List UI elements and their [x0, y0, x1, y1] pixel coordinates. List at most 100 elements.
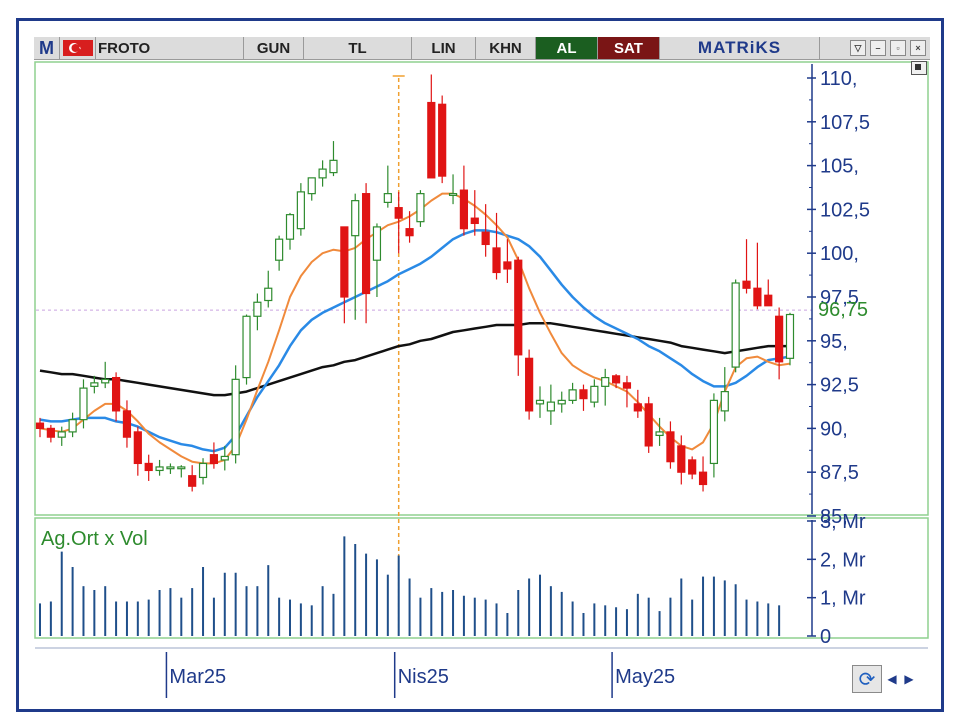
candle	[438, 95, 447, 184]
candle-body	[242, 315, 251, 379]
candle-body	[525, 357, 534, 412]
price-tick-label: 92,5	[820, 375, 859, 397]
dropdown-icon[interactable]: ▽	[850, 40, 866, 56]
candle	[481, 204, 490, 257]
close-icon[interactable]: ×	[910, 40, 926, 56]
candle-body	[568, 389, 577, 401]
volume-tick-label: 2, Mr	[820, 549, 866, 571]
candle	[383, 165, 392, 208]
candle	[579, 384, 588, 411]
candle	[101, 361, 110, 389]
candle	[155, 459, 164, 476]
candle	[296, 183, 305, 236]
price-panel	[34, 61, 929, 516]
candle-body	[742, 280, 751, 289]
candle	[568, 382, 577, 404]
price-axis: 110, 107,5 105, 102,5 100, 97,5 95, 92,5 90, 87,5…	[807, 64, 870, 528]
window-controls: ▽ – ▫ ×	[820, 37, 930, 59]
candle	[742, 239, 751, 294]
candle-body	[785, 313, 795, 359]
candle	[122, 400, 132, 448]
candle	[785, 312, 795, 366]
candle-body	[557, 399, 566, 405]
candle	[622, 375, 632, 408]
candle	[731, 279, 740, 373]
candle-body	[688, 459, 697, 475]
volume-panel	[34, 517, 929, 639]
date-tick-label: Mar25	[169, 666, 226, 688]
price-tick-label: 87,5	[820, 462, 859, 484]
candle-body	[438, 103, 447, 177]
candle	[57, 426, 66, 446]
candle-body	[731, 282, 740, 368]
candle	[775, 307, 784, 380]
candle	[133, 426, 142, 476]
date-tick-label: Nis25	[398, 666, 449, 688]
date-tick-label: May25	[615, 666, 675, 688]
price-tick-label: 95,	[820, 331, 848, 353]
candle	[557, 391, 566, 413]
candle-body	[666, 431, 675, 463]
candle	[253, 293, 262, 331]
candle-body	[622, 382, 632, 389]
candle-body	[427, 101, 436, 179]
candle-body	[296, 191, 305, 230]
candle	[177, 465, 186, 478]
candle	[198, 458, 208, 485]
candle-body	[318, 168, 327, 179]
price-tick-label: 102,5	[820, 199, 870, 221]
candle	[633, 389, 642, 418]
candle-body	[492, 247, 501, 274]
candle	[666, 421, 675, 469]
candle	[698, 456, 708, 492]
volume-tick-label: 0	[820, 626, 831, 648]
refresh-icon[interactable]: ⟳	[852, 665, 882, 693]
candle-body	[481, 231, 490, 246]
candle-body	[470, 217, 479, 225]
sell-button[interactable]: SAT	[598, 37, 660, 59]
candle	[601, 368, 610, 406]
candle-body	[383, 193, 392, 203]
candle-body	[535, 399, 545, 405]
candle	[514, 256, 523, 376]
candle	[340, 226, 349, 324]
maximize-icon[interactable]: ▫	[890, 40, 906, 56]
matriks-logo[interactable]: M	[34, 37, 60, 59]
turkey-flag-icon[interactable]	[60, 37, 96, 59]
candle	[361, 183, 371, 324]
candle-body	[579, 389, 588, 400]
candle-body	[46, 427, 55, 438]
candle	[590, 379, 599, 408]
candle-body	[231, 378, 240, 456]
candle	[209, 442, 219, 469]
candle	[318, 160, 327, 187]
khn-button[interactable]: KHN	[476, 37, 536, 59]
candle-body	[79, 387, 88, 421]
candle-body	[155, 466, 164, 472]
candle	[611, 374, 621, 389]
symbol-selector[interactable]: FROTO	[96, 37, 244, 59]
panel-toggle-icon[interactable]	[911, 61, 927, 75]
candle	[35, 417, 45, 438]
candle-body	[372, 226, 382, 261]
period-button[interactable]: GUN	[244, 37, 304, 59]
candle-body	[405, 228, 414, 237]
currency-button[interactable]: TL	[304, 37, 412, 59]
candle-body	[275, 238, 284, 261]
candle	[285, 212, 295, 250]
candle-body	[351, 200, 360, 237]
scale-button[interactable]: LIN	[412, 37, 476, 59]
candle	[144, 454, 153, 481]
candle	[231, 365, 240, 464]
buy-button[interactable]: AL	[536, 37, 598, 59]
candle	[753, 242, 762, 310]
arrow-left-icon[interactable]: ◀	[887, 672, 897, 686]
candle-body	[361, 193, 371, 295]
candle-body	[633, 403, 642, 412]
minimize-icon[interactable]: –	[870, 40, 886, 56]
candle	[188, 465, 197, 492]
candle-body	[546, 401, 555, 412]
crosshair-cursor	[392, 75, 405, 636]
arrow-right-icon[interactable]: ▶	[904, 672, 914, 686]
